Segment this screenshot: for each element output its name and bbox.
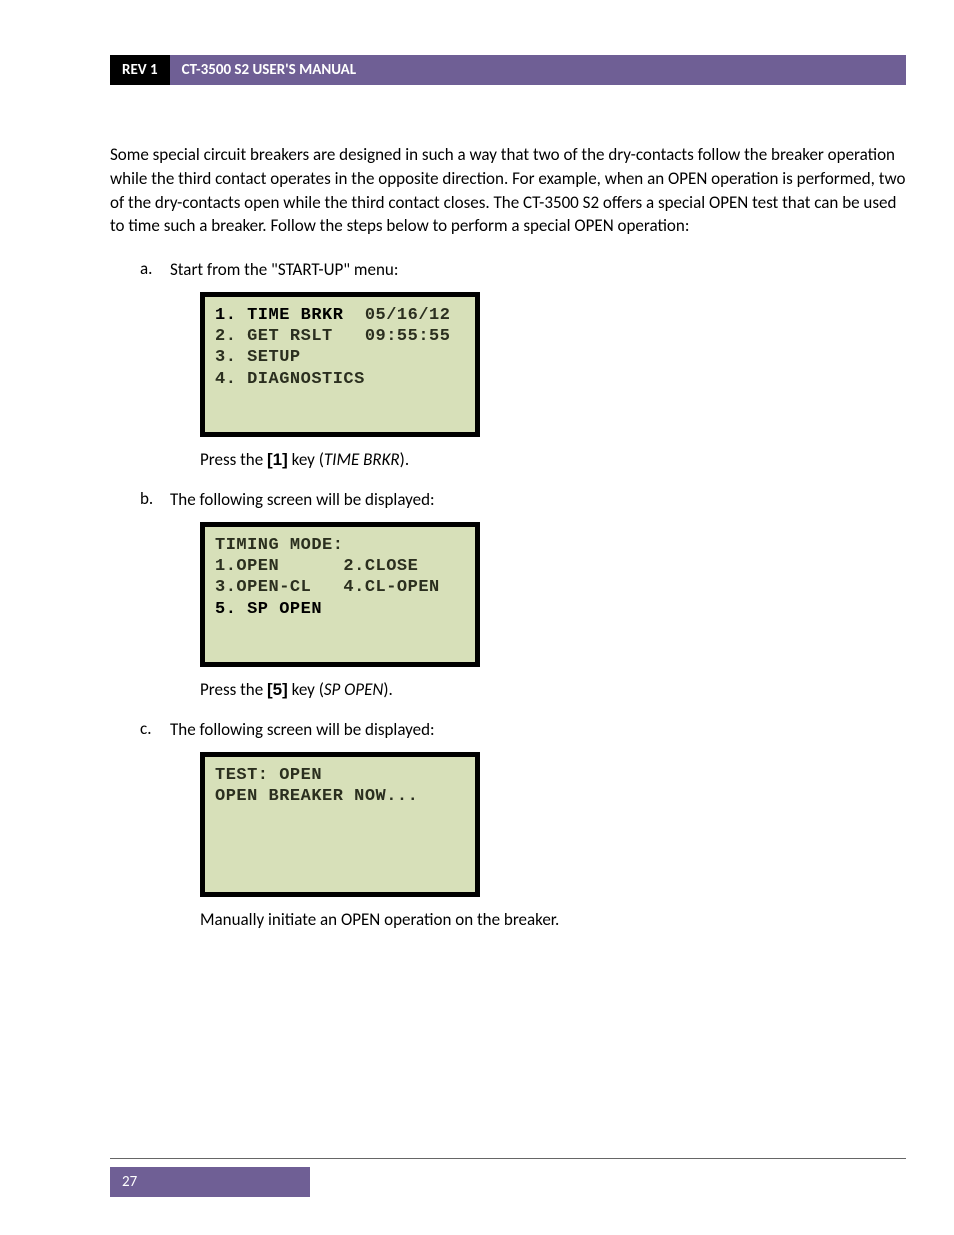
instr-italic: SP OPEN <box>324 679 383 700</box>
lcd-startup-menu: 1. TIME BRKR 05/16/12 2. GET RSLT 09:55:5… <box>200 292 480 437</box>
lcd-line: 5. SP OPEN <box>215 599 465 620</box>
lcd-time: 09:55:55 <box>365 327 451 346</box>
lcd-line: TEST: OPEN <box>215 765 465 786</box>
document-page: REV 1 CT-3500 S2 USER'S MANUAL Some spec… <box>0 0 954 1235</box>
lcd-date: 05/16/12 <box>365 306 451 325</box>
instr-text: ). <box>383 679 392 700</box>
step-text: The following screen will be displayed: <box>170 718 435 742</box>
step-a-instruction: Press the [1] key (TIME BRKR). <box>200 449 906 470</box>
lcd-line: 4. DIAGNOSTICS <box>215 369 465 390</box>
lcd-line: 2. GET RSLT <box>215 327 333 346</box>
lcd-line: OPEN BREAKER NOW... <box>215 786 465 807</box>
step-b-row: b. The following screen will be displaye… <box>140 488 906 512</box>
manual-title-box: CT-3500 S2 USER'S MANUAL <box>170 55 906 85</box>
step-list: a. Start from the "START-UP" menu: 1. TI… <box>110 258 906 929</box>
step-text: The following screen will be displayed: <box>170 488 435 512</box>
instr-text: Press the <box>200 679 267 700</box>
key-label: [1] <box>267 450 288 469</box>
lcd-line: 1. TIME BRKR <box>215 306 343 325</box>
step-letter: c. <box>140 718 170 742</box>
lcd-timing-mode: TIMING MODE:1.OPEN 2.CLOSE3.OPEN-CL 4.CL… <box>200 522 480 667</box>
instr-text: Press the <box>200 449 267 470</box>
step-text: Start from the "START-UP" menu: <box>170 258 398 282</box>
page-number-bar: 27 <box>110 1167 906 1197</box>
lcd-line: TIMING MODE: <box>215 535 465 556</box>
page-header-bar: REV 1 CT-3500 S2 USER'S MANUAL <box>110 55 906 85</box>
page-number: 27 <box>110 1167 310 1197</box>
step-c-instruction: Manually initiate an OPEN operation on t… <box>200 909 906 930</box>
step-b-instruction: Press the [5] key (SP OPEN). <box>200 679 906 700</box>
instr-text: ). <box>400 449 409 470</box>
lcd-line: 3. SETUP <box>215 347 465 368</box>
lcd-test-open: TEST: OPENOPEN BREAKER NOW... <box>200 752 480 897</box>
step-letter: a. <box>140 258 170 282</box>
lcd-line: 1.OPEN 2.CLOSE <box>215 556 465 577</box>
page-footer: 27 <box>110 1158 906 1197</box>
instr-text: key ( <box>288 449 324 470</box>
instr-text: key ( <box>288 679 324 700</box>
step-c-row: c. The following screen will be displaye… <box>140 718 906 742</box>
instr-italic: TIME BRKR <box>324 449 400 470</box>
step-a-row: a. Start from the "START-UP" menu: <box>140 258 906 282</box>
intro-paragraph: Some special circuit breakers are design… <box>110 143 906 238</box>
key-label: [5] <box>267 680 288 699</box>
revision-box: REV 1 <box>110 55 170 85</box>
step-letter: b. <box>140 488 170 512</box>
lcd-line: 3.OPEN-CL 4.CL-OPEN <box>215 577 465 598</box>
